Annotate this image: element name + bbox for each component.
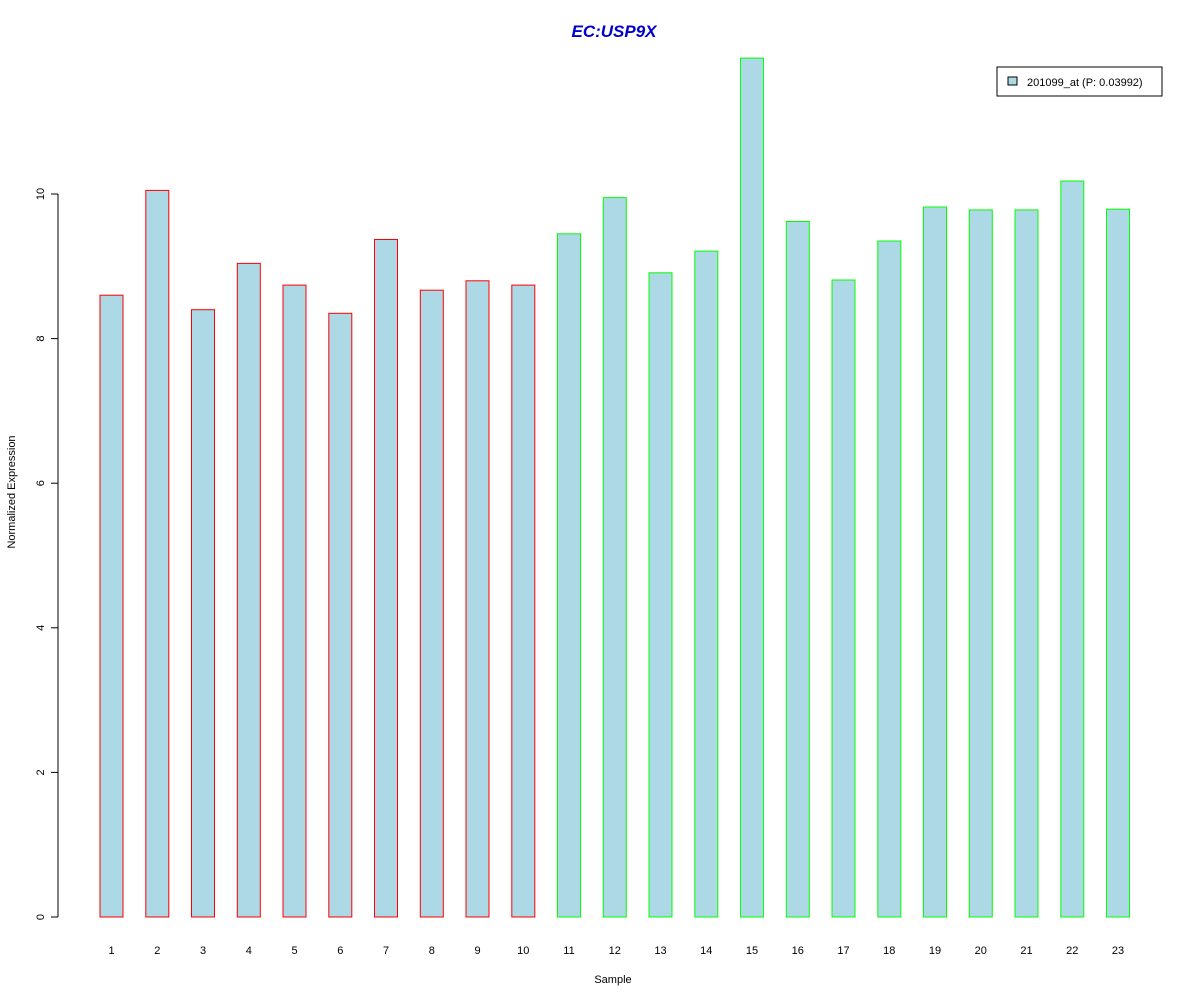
x-tick-label: 11 (563, 945, 574, 957)
x-tick-label: 12 (609, 945, 621, 957)
x-tick-label: 10 (517, 945, 529, 957)
y-tick-label: 2 (35, 769, 47, 775)
bar (740, 57, 764, 918)
legend-box (996, 66, 1163, 97)
bar (923, 206, 947, 918)
bar (877, 240, 902, 918)
y-axis: 0 2 4 6 8 10 (35, 188, 59, 920)
x-tick-label: 21 (1020, 945, 1032, 957)
x-tick-label: 22 (1066, 945, 1078, 957)
x-tick-label: 19 (929, 945, 941, 957)
bar (236, 262, 261, 918)
bar (694, 250, 719, 918)
x-tick-label: 23 (1112, 945, 1124, 957)
bar (99, 294, 124, 918)
bar (602, 197, 627, 918)
bar (968, 209, 993, 918)
x-tick-label: 16 (792, 945, 804, 957)
bar (1060, 180, 1085, 918)
x-tick-labels: 1 2 3 4 5 6 7 8 9 10 11 12 13 14 15 16 17 18 19 20 21 22 23 (108, 945, 1124, 957)
x-tick-label: 18 (883, 945, 895, 957)
x-tick-label: 15 (746, 945, 758, 957)
bar (328, 312, 353, 918)
bar (374, 239, 398, 918)
x-tick-label: 13 (654, 945, 666, 957)
x-tick-label: 7 (383, 945, 389, 957)
y-tick-label: 8 (35, 336, 47, 342)
bar (1014, 209, 1039, 918)
bar (145, 189, 170, 918)
x-axis-label: Sample (594, 974, 631, 986)
bar (648, 272, 673, 918)
legend: 201099_at (P: 0.03992) (996, 66, 1163, 97)
y-tick-label: 0 (35, 914, 47, 920)
bar (831, 279, 856, 918)
x-tick-label: 2 (154, 945, 160, 957)
y-axis-label: Normalized Expression (6, 435, 18, 548)
x-tick-label: 20 (975, 945, 987, 957)
bar (191, 309, 215, 918)
x-tick-label: 1 (108, 945, 114, 957)
bar (785, 221, 810, 918)
bars (99, 57, 1130, 918)
x-tick-label: 17 (837, 945, 849, 957)
y-tick-label: 6 (35, 480, 47, 486)
bar (557, 233, 581, 918)
bar (465, 280, 490, 918)
legend-swatch (1007, 76, 1018, 86)
chart-title: EC:USP9X (571, 22, 658, 41)
x-tick-label: 8 (429, 945, 435, 957)
bar (1106, 208, 1130, 918)
x-tick-label: 3 (200, 945, 206, 957)
legend-entry: 201099_at (P: 0.03992) (1027, 77, 1143, 89)
x-tick-label: 6 (337, 945, 343, 957)
x-tick-label: 4 (246, 945, 252, 957)
x-tick-label: 14 (700, 945, 712, 957)
y-tick-label: 4 (35, 625, 47, 631)
x-tick-label: 9 (474, 945, 480, 957)
bar (419, 289, 444, 918)
bar (511, 284, 536, 918)
y-tick-label: 10 (35, 188, 47, 200)
x-tick-label: 5 (291, 945, 297, 957)
bar (282, 284, 307, 918)
